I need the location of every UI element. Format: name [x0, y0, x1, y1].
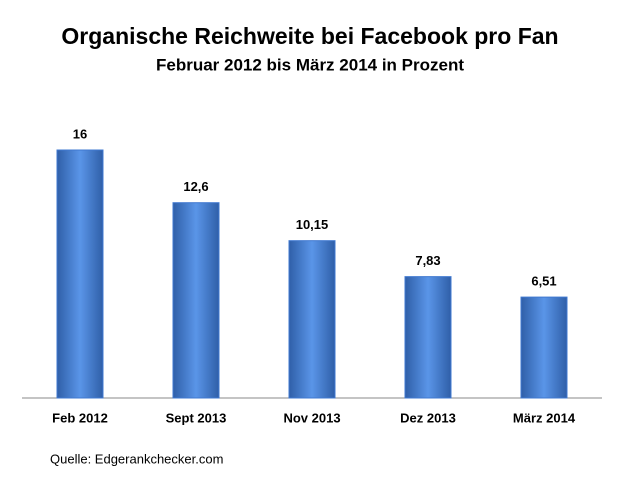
value-label: 16 — [73, 126, 87, 141]
bar — [56, 149, 104, 399]
value-label: 12,6 — [183, 179, 208, 194]
x-tick-label: Dez 2013 — [400, 410, 456, 425]
x-tick-label: Sept 2013 — [166, 410, 227, 425]
x-tick-label: Nov 2013 — [283, 410, 340, 425]
bar — [520, 296, 568, 399]
bar — [404, 276, 452, 399]
x-tick-label: Feb 2012 — [52, 410, 108, 425]
bar — [288, 240, 336, 399]
value-label: 7,83 — [415, 253, 440, 268]
value-label: 6,51 — [531, 274, 556, 289]
source: Quelle: Edgerankchecker.com — [50, 451, 223, 466]
bar — [172, 202, 220, 399]
chart-title: Organische Reichweite bei Facebook pro F… — [61, 23, 558, 49]
chart-subtitle: Februar 2012 bis März 2014 in Prozent — [156, 55, 464, 74]
x-tick-label: März 2014 — [513, 410, 576, 425]
value-label: 10,15 — [296, 217, 329, 232]
